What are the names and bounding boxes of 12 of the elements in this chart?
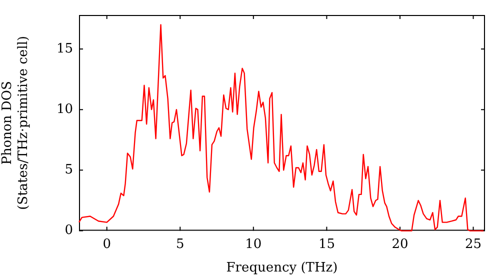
y-tick-label: 0 [64, 223, 73, 238]
x-tick-label: 10 [245, 236, 262, 252]
x-tick-label: 5 [176, 236, 184, 252]
y-tick-label: 10 [56, 102, 73, 117]
x-tick-label: 20 [392, 236, 408, 252]
x-tick-label: 15 [318, 236, 335, 252]
y-tick-label: 5 [64, 162, 73, 178]
y-tick-label: 15 [56, 41, 73, 56]
x-tick-label: 0 [102, 236, 111, 252]
x-axis-title: Frequency (THz) [226, 260, 338, 276]
y-axis-title: Phonon DOS (States/THz·primitive cell) [0, 36, 31, 210]
x-tick-label: 25 [465, 236, 482, 252]
